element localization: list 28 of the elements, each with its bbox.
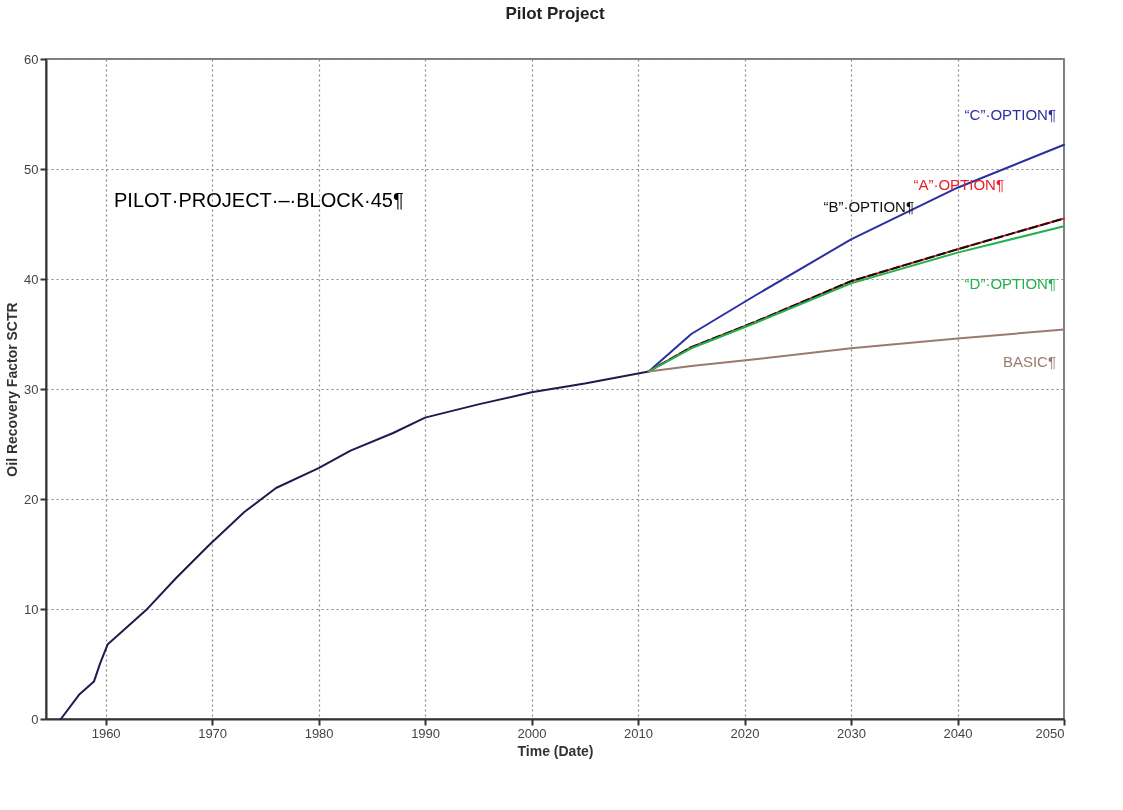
x-tick-label: 1980: [304, 725, 334, 741]
y-tick-label: 50: [24, 161, 39, 177]
x-tick-label: 1970: [198, 725, 228, 741]
y-tick-label: 60: [24, 51, 39, 67]
x-tick-label: 2040: [943, 725, 973, 741]
text: “B”·OPTION¶: [823, 197, 914, 215]
x-tick-label: 2020: [730, 725, 760, 741]
y-tick-label: 10: [24, 601, 39, 617]
series-label: BASIC¶: [1002, 352, 1056, 370]
chart-title: Pilot Project: [505, 4, 605, 23]
y-tick-label: 40: [24, 271, 39, 287]
series-label: “C”·OPTION¶: [964, 105, 1056, 123]
y-tick-label: 20: [24, 491, 39, 507]
x-tick-label: 2050: [1035, 725, 1065, 741]
y-tick-label: 30: [24, 381, 39, 397]
x-tick-label: 2000: [517, 725, 547, 741]
annotation: PILOT·PROJECT·–·BLOCK·45¶: [114, 189, 404, 211]
series-label: “D”·OPTION¶: [964, 275, 1056, 293]
line-series: [647, 143, 1065, 373]
line-series: [647, 328, 1065, 373]
x-tick-label: 1990: [411, 725, 441, 741]
x-tick-label: 2030: [837, 725, 866, 741]
x-tick-label: 1960: [91, 725, 121, 741]
y-axis-title: Oil Recovery Factor SCTR: [4, 302, 21, 477]
x-axis-title: Time (Date): [517, 742, 594, 759]
x-tick-label: 2010: [624, 725, 654, 741]
y-tick-label: 0: [31, 711, 39, 727]
line-series: [59, 370, 650, 720]
